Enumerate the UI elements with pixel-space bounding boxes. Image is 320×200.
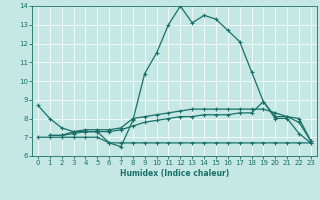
X-axis label: Humidex (Indice chaleur): Humidex (Indice chaleur) [120, 169, 229, 178]
